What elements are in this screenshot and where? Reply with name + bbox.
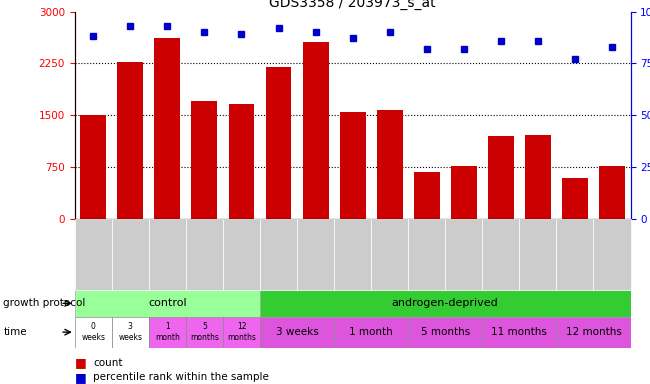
- Bar: [334, 317, 408, 348]
- Bar: [525, 135, 551, 219]
- Text: GSM215643: GSM215643: [571, 220, 579, 275]
- Bar: [482, 317, 556, 348]
- Text: ■: ■: [75, 356, 86, 369]
- Text: GSM215637: GSM215637: [348, 220, 357, 275]
- Text: GSM215636: GSM215636: [163, 220, 172, 275]
- Bar: [155, 38, 180, 219]
- Text: 3
weeks: 3 weeks: [118, 323, 142, 342]
- Bar: [408, 317, 482, 348]
- Text: GSM215632: GSM215632: [89, 220, 98, 275]
- Bar: [303, 42, 328, 219]
- Bar: [186, 317, 223, 348]
- Bar: [81, 115, 106, 219]
- Text: androgen-deprived: androgen-deprived: [392, 298, 499, 308]
- Bar: [599, 166, 625, 219]
- Text: 1 month: 1 month: [349, 327, 393, 337]
- Text: GSM215640: GSM215640: [422, 220, 431, 275]
- Text: 5 months: 5 months: [421, 327, 470, 337]
- Text: GSM215633: GSM215633: [126, 220, 135, 275]
- Bar: [340, 113, 365, 219]
- Text: 0
weeks: 0 weeks: [81, 323, 105, 342]
- Bar: [223, 317, 260, 348]
- Text: 11 months: 11 months: [491, 327, 547, 337]
- Bar: [260, 290, 630, 317]
- Bar: [451, 166, 476, 219]
- Bar: [75, 290, 260, 317]
- Text: GSM215642: GSM215642: [237, 220, 246, 275]
- Text: GSM215644: GSM215644: [608, 220, 616, 275]
- Bar: [192, 101, 217, 219]
- Text: 5
months: 5 months: [190, 323, 219, 342]
- Text: 12
months: 12 months: [227, 323, 256, 342]
- Text: GSM215639: GSM215639: [200, 220, 209, 275]
- Text: time: time: [3, 327, 27, 337]
- Bar: [75, 317, 112, 348]
- Bar: [488, 136, 514, 219]
- Bar: [149, 317, 186, 348]
- Bar: [112, 317, 149, 348]
- Text: GSM215638: GSM215638: [385, 220, 394, 275]
- Text: ■: ■: [75, 371, 86, 384]
- Text: GSM215645: GSM215645: [497, 220, 505, 275]
- Text: GSM215635: GSM215635: [311, 220, 320, 275]
- Bar: [562, 178, 588, 219]
- Text: percentile rank within the sample: percentile rank within the sample: [93, 372, 269, 382]
- Bar: [260, 317, 334, 348]
- Text: 3 weeks: 3 weeks: [276, 327, 318, 337]
- Bar: [377, 110, 402, 219]
- Bar: [118, 62, 143, 219]
- Bar: [414, 172, 439, 219]
- Title: GDS3358 / 203973_s_at: GDS3358 / 203973_s_at: [269, 0, 436, 10]
- Bar: [556, 317, 630, 348]
- Text: control: control: [148, 298, 187, 308]
- Text: 12 months: 12 months: [566, 327, 621, 337]
- Text: GSM215646: GSM215646: [534, 220, 542, 275]
- Text: GSM215634: GSM215634: [274, 220, 283, 275]
- Bar: [266, 67, 291, 219]
- Text: growth protocol: growth protocol: [3, 298, 86, 308]
- Text: count: count: [93, 358, 122, 368]
- Text: 1
month: 1 month: [155, 323, 180, 342]
- Bar: [229, 104, 254, 219]
- Text: GSM215641: GSM215641: [460, 220, 468, 275]
